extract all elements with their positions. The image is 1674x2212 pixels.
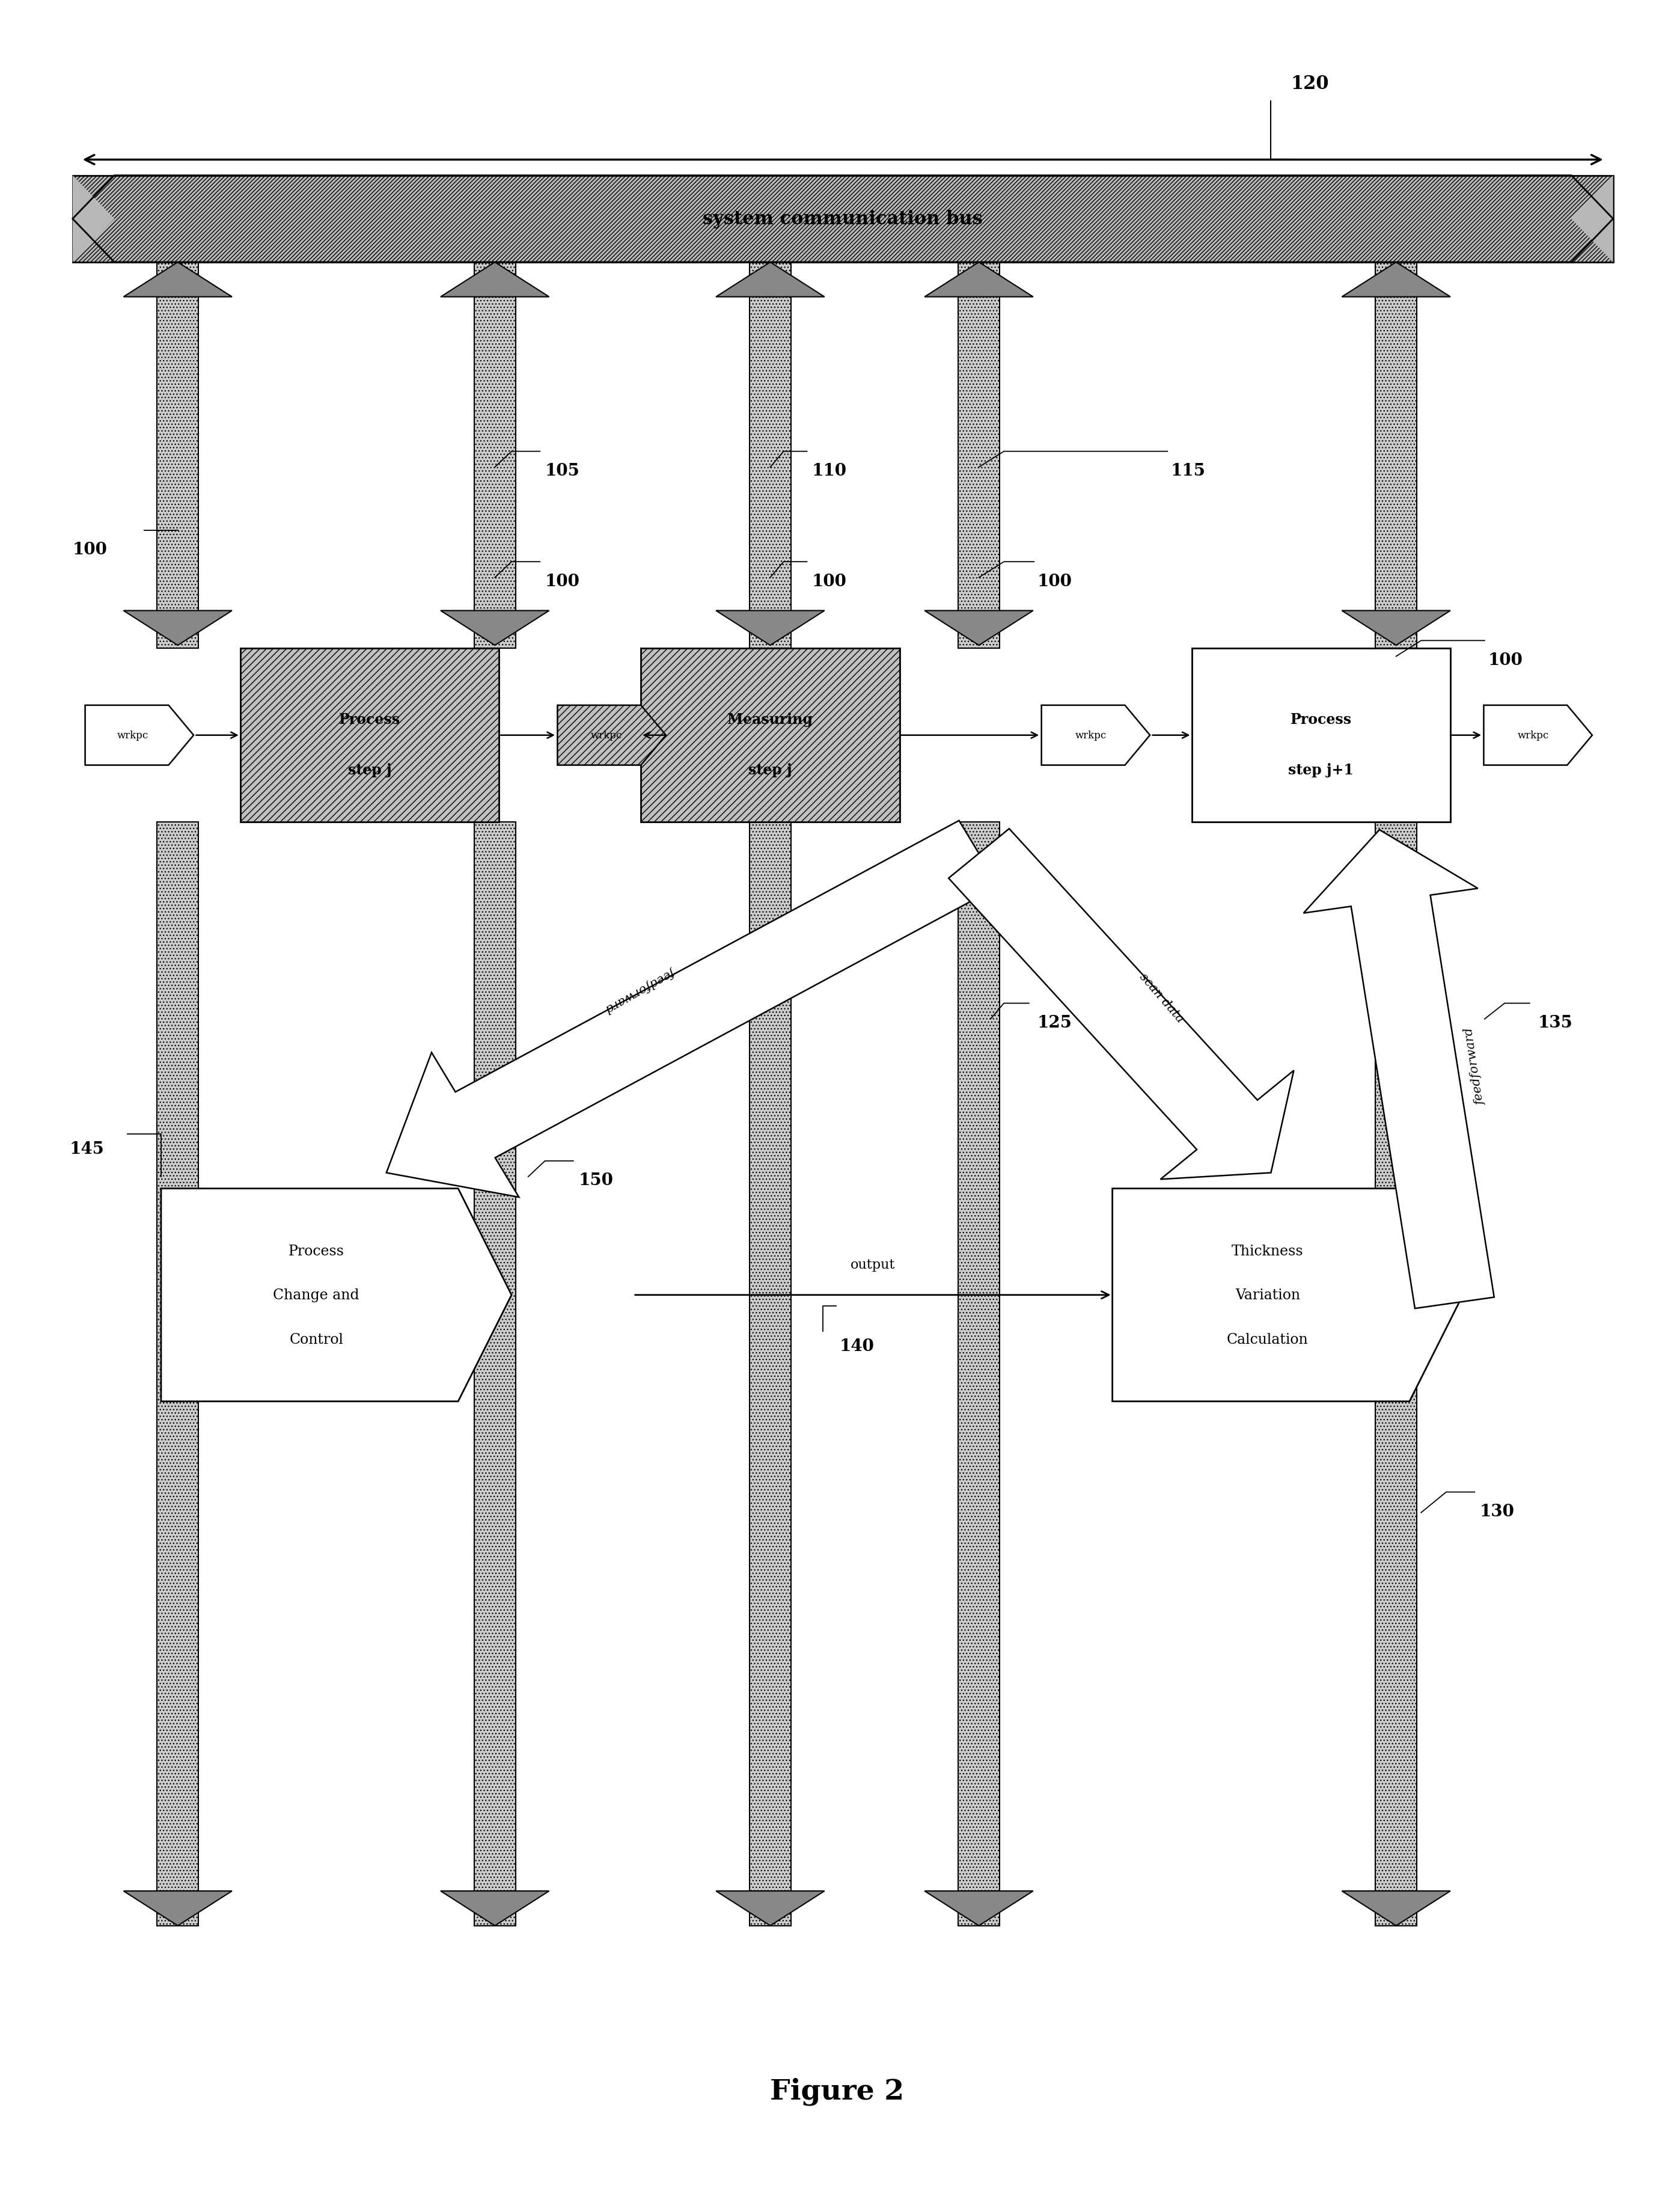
- Text: 110: 110: [812, 462, 847, 480]
- Bar: [72, 177, 1614, 263]
- Polygon shape: [124, 263, 233, 296]
- Text: 125: 125: [1038, 1015, 1071, 1031]
- Text: 100: 100: [1488, 653, 1523, 668]
- Text: Process: Process: [340, 712, 400, 728]
- Polygon shape: [1304, 830, 1495, 1310]
- Polygon shape: [1343, 611, 1450, 646]
- Polygon shape: [1483, 706, 1592, 765]
- Polygon shape: [924, 611, 1033, 646]
- Text: 130: 130: [1480, 1504, 1515, 1520]
- Text: 115: 115: [1170, 462, 1205, 480]
- Polygon shape: [1343, 263, 1450, 296]
- Text: 135: 135: [1538, 1015, 1574, 1031]
- Text: Thickness: Thickness: [1232, 1243, 1304, 1259]
- Bar: [241, 648, 499, 823]
- Polygon shape: [161, 1188, 512, 1402]
- Bar: [750, 263, 792, 648]
- Text: 120: 120: [1291, 75, 1329, 93]
- Polygon shape: [1572, 177, 1614, 263]
- Text: step j: step j: [348, 763, 392, 776]
- Text: wrkpc: wrkpc: [1075, 730, 1107, 741]
- Text: Process: Process: [288, 1243, 345, 1259]
- Text: 100: 100: [812, 573, 847, 588]
- Text: Calculation: Calculation: [1227, 1332, 1309, 1347]
- Bar: [1376, 263, 1416, 648]
- Bar: [157, 823, 199, 1927]
- Text: feedforward: feedforward: [1465, 1026, 1487, 1106]
- Polygon shape: [1113, 1188, 1463, 1402]
- Text: 105: 105: [546, 462, 579, 480]
- Polygon shape: [716, 263, 825, 296]
- Text: wrkpc: wrkpc: [1517, 730, 1548, 741]
- Bar: [474, 823, 516, 1927]
- Text: scan data: scan data: [1137, 971, 1185, 1024]
- Polygon shape: [124, 611, 233, 646]
- Text: Process: Process: [1291, 712, 1351, 728]
- Bar: [958, 263, 999, 648]
- Polygon shape: [124, 1891, 233, 1927]
- Text: feedforward: feedforward: [604, 964, 678, 1013]
- Bar: [1376, 823, 1416, 1927]
- Text: Control: Control: [290, 1332, 343, 1347]
- Text: 100: 100: [546, 573, 579, 588]
- Text: Change and: Change and: [273, 1287, 360, 1303]
- Polygon shape: [924, 1891, 1033, 1927]
- Text: wrkpc: wrkpc: [591, 730, 623, 741]
- Polygon shape: [557, 706, 666, 765]
- Text: wrkpc: wrkpc: [117, 730, 149, 741]
- Text: Figure 2: Figure 2: [770, 2077, 904, 2106]
- Text: 150: 150: [578, 1172, 613, 1188]
- Polygon shape: [716, 611, 825, 646]
- Text: step j+1: step j+1: [1289, 763, 1354, 776]
- Text: output: output: [850, 1259, 896, 1272]
- Polygon shape: [387, 821, 999, 1197]
- Bar: [474, 263, 516, 648]
- Polygon shape: [949, 830, 1294, 1179]
- Bar: [641, 648, 899, 823]
- Polygon shape: [924, 263, 1033, 296]
- Polygon shape: [440, 611, 549, 646]
- Text: 100: 100: [1038, 573, 1071, 588]
- Text: step j: step j: [748, 763, 792, 776]
- Text: Measuring: Measuring: [728, 712, 814, 728]
- Bar: [1192, 648, 1450, 823]
- Polygon shape: [1041, 706, 1150, 765]
- Bar: [750, 823, 792, 1927]
- Text: 100: 100: [72, 542, 107, 557]
- Bar: [958, 823, 999, 1927]
- Polygon shape: [72, 177, 114, 263]
- Text: 145: 145: [69, 1141, 104, 1157]
- Polygon shape: [85, 706, 194, 765]
- Text: Variation: Variation: [1235, 1287, 1301, 1303]
- Polygon shape: [440, 263, 549, 296]
- Polygon shape: [716, 1891, 825, 1927]
- Polygon shape: [1343, 1891, 1450, 1927]
- Bar: [157, 263, 199, 648]
- Polygon shape: [440, 1891, 549, 1927]
- Text: system communication bus: system communication bus: [703, 210, 983, 228]
- Text: 140: 140: [839, 1338, 874, 1354]
